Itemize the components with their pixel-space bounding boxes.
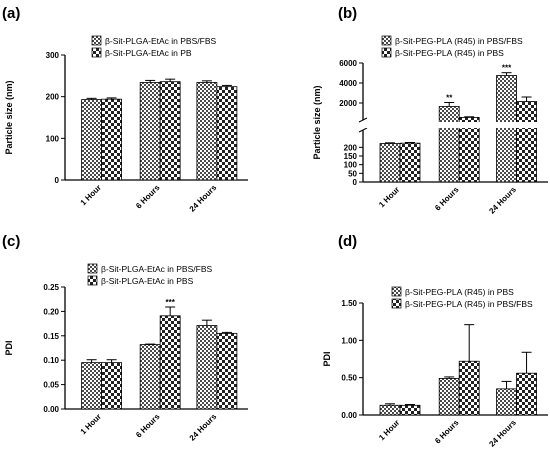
panel-label-a: (a): [2, 5, 20, 22]
panel-c: (c) PDI 0.00 0.05 0.10 0.15 0.20 0.25 1 Hour 6 Ho…: [2, 233, 248, 443]
bar-a-s1-c0: [101, 98, 122, 181]
y-tick-label-d-2: 1.00: [341, 336, 357, 345]
y-tick-label-c-5: 0.25: [43, 283, 59, 292]
y-tick-label-a-2: 200: [46, 93, 60, 102]
y-tick-label-b-4: 200: [344, 143, 358, 152]
significance-mark-b-1: ***: [502, 64, 512, 73]
panel-label-b: (b): [338, 5, 357, 22]
legend-label-b-0: β-Sit-PEG-PLA (R45) in PBS/FBS: [395, 36, 523, 46]
legend-label-c-1: β-Sit-PLGA-EtAc in PBS: [101, 276, 194, 286]
x-tick-label-d-1: 6 Hours: [433, 418, 461, 446]
y-tick-label-d-1: 0.50: [341, 374, 357, 383]
bar-c-s1-c0: [101, 362, 122, 410]
y-tick-label-c-1: 0.05: [43, 381, 59, 390]
y-tick-label-c-2: 0.10: [43, 356, 59, 365]
bar-c-s1-c1: [159, 315, 181, 410]
legend-swatch-a-1: [91, 47, 102, 58]
y-tick-label-b-3: 150: [344, 152, 358, 161]
bar-a-s1-c2: [216, 86, 238, 181]
bar-c-s0-c1: [139, 344, 161, 410]
y-tick-label-b-7: 6000: [339, 59, 357, 68]
panel-a: (a) Particle size (nm) 0 100 200 300 1 Hour 6 H…: [2, 5, 248, 214]
x-tick-label-d-0: 1 Hour: [377, 418, 401, 442]
bar-b-s0-c0: [379, 143, 401, 183]
bar-d-s0-c2: [496, 388, 517, 416]
y-tick-label-a-3: 300: [46, 51, 60, 60]
legend-label-c-0: β-Sit-PLGA-EtAc in PBS/FBS: [101, 264, 212, 274]
y-tick-label-c-4: 0.20: [43, 307, 59, 316]
bar-a-s0-c2: [196, 82, 218, 181]
legend-label-a-0: β-Sit-PLGA-EtAc in PBS/FBS: [105, 36, 216, 46]
x-tick-label-b-2: 24 Hours: [487, 185, 518, 216]
axis-break-mark-lower-b: [358, 127, 368, 133]
legend-label-b-1: β-Sit-PEG-PLA (R45) in PBS: [395, 48, 504, 58]
x-tick-label-a-0: 1 Hour: [79, 183, 103, 207]
bar-b-s0-c2: [496, 75, 517, 183]
y-axis-label-b: Particle size (nm): [312, 85, 322, 159]
bar-d-s1-c0: [399, 404, 421, 416]
axis-break-gap-b: [365, 122, 548, 128]
bar-d-s0-c1: [438, 378, 460, 416]
y-tick-label-a-0: 0: [55, 176, 60, 185]
y-axis-label-d: PDI: [322, 351, 332, 366]
bar-c-s1-c2: [216, 332, 238, 410]
y-tick-label-b-5: 2000: [339, 99, 357, 108]
x-tick-label-c-2: 24 Hours: [188, 412, 219, 443]
legend-label-a-1: β-Sit-PLGA-EtAc in PB: [105, 48, 192, 58]
y-tick-label-b-6: 4000: [339, 79, 357, 88]
bar-a-s1-c1: [159, 81, 181, 181]
x-tick-label-c-0: 1 Hour: [79, 412, 103, 436]
y-tick-label-b-1: 50: [348, 169, 357, 178]
legend-swatch-d-1: [391, 298, 402, 309]
bar-d-s1-c2: [516, 372, 537, 416]
x-tick-label-a-2: 24 Hours: [188, 183, 219, 214]
bar-d-s1-c1: [458, 360, 480, 416]
legend-swatch-c-1: [87, 275, 98, 286]
legend-swatch-a-0: [91, 35, 102, 46]
legend-swatch-b-1: [381, 47, 392, 58]
panel-d: (d) PDI 0.00 0.50 1.00 1.50 1 Hour 6 Hours 24 Ho…: [322, 233, 548, 449]
bar-d-s0-c0: [379, 404, 401, 416]
y-tick-label-b-2: 100: [344, 161, 358, 170]
axis-break-mark-upper-b: [358, 117, 368, 123]
y-axis-label-a: Particle size (nm): [4, 80, 14, 154]
legend-swatch-b-0: [381, 35, 392, 46]
x-tick-label-b-0: 1 Hour: [377, 185, 401, 209]
legend-swatch-d-0: [391, 286, 402, 297]
y-tick-label-c-3: 0.15: [43, 332, 59, 341]
x-tick-label-c-1: 6 Hours: [134, 412, 162, 440]
significance-mark-b-0: **: [446, 94, 453, 103]
y-tick-label-d-3: 1.50: [341, 299, 357, 308]
bar-c-s0-c2: [196, 325, 218, 410]
y-tick-label-c-0: 0.00: [43, 405, 59, 414]
panel-label-c: (c): [2, 233, 20, 250]
significance-mark-c-0: ***: [165, 298, 175, 307]
bar-c-s0-c0: [81, 362, 102, 410]
bar-a-s0-c0: [81, 99, 102, 181]
y-tick-label-a-1: 100: [46, 134, 60, 143]
bar-b-s1-c2: [516, 101, 537, 183]
y-tick-label-b-0: 0: [353, 178, 358, 187]
x-tick-label-d-2: 24 Hours: [487, 418, 518, 449]
bar-a-s0-c1: [139, 82, 161, 181]
y-tick-label-d-0: 0.00: [341, 411, 357, 420]
y-axis-label-c: PDI: [4, 340, 14, 355]
legend-label-d-1: β-Sit-PEG-PLA (R45) in PBS/FBS: [405, 299, 533, 309]
x-tick-label-b-1: 6 Hours: [433, 185, 461, 213]
legend-swatch-c-0: [87, 263, 98, 274]
panel-label-d: (d): [338, 233, 357, 250]
x-tick-label-a-1: 6 Hours: [134, 183, 162, 211]
bar-b-s0-c1: [438, 106, 460, 183]
legend-label-d-0: β-Sit-PEG-PLA (R45) in PBS: [405, 287, 514, 297]
bar-b-s1-c0: [399, 142, 421, 183]
